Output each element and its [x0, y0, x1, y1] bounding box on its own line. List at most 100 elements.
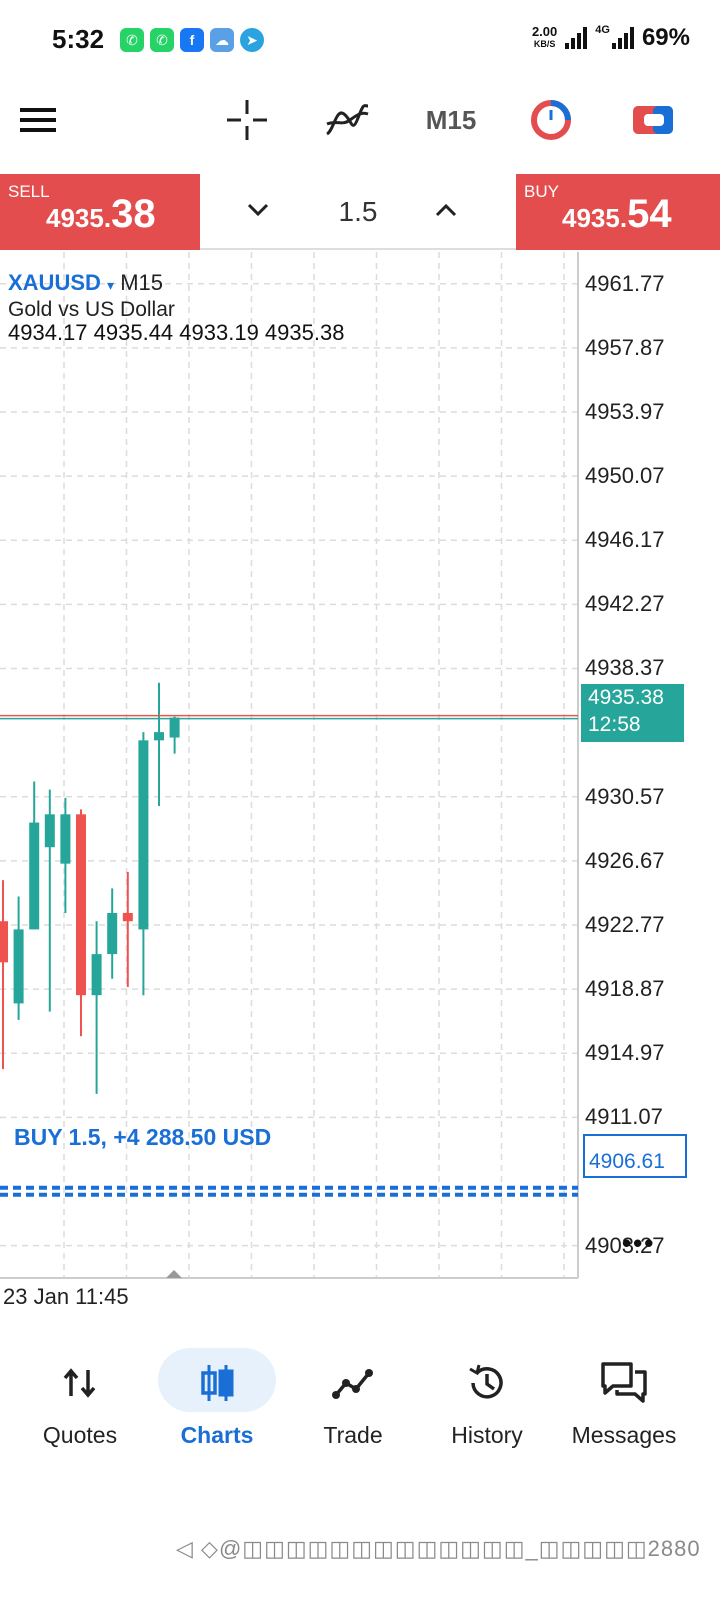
symbol-timeframe: M15 [120, 270, 163, 295]
bottom-navigation: Quotes Charts Trade History Messages [0, 1340, 720, 1480]
candle-body [13, 929, 24, 1004]
bar-countdown: 12:58 [588, 713, 641, 736]
menu-button[interactable] [14, 80, 64, 160]
symbol-description: Gold vs US Dollar [8, 298, 175, 321]
candle-body [60, 814, 71, 864]
position-price-tag: 4906.61 [583, 1134, 687, 1178]
volume-control: 1.5 [200, 174, 516, 250]
candle-body [76, 814, 86, 996]
chart-toolbar: M15 [0, 80, 720, 170]
nav-trade[interactable]: Trade [283, 1340, 423, 1470]
sell-price-big: 38 [111, 192, 156, 236]
indicator-icon [325, 104, 369, 136]
sell-price: 4935.38 [46, 192, 156, 237]
weather-icon: ☁ [210, 28, 234, 52]
clock-circle-icon [531, 100, 571, 140]
price-axis-label: 4914.97 [585, 1040, 665, 1066]
facebook-icon: f [180, 28, 204, 52]
symbol-dropdown-icon: ▾ [107, 277, 115, 293]
nav-trade-label: Trade [323, 1422, 383, 1448]
one-click-trade-bar: SELL 4935.38 1.5 BUY 4935.54 [0, 174, 720, 250]
price-axis-label: 4911.07 [585, 1104, 663, 1130]
buy-price-big: 54 [627, 192, 672, 236]
nav-messages[interactable]: Messages [554, 1340, 694, 1470]
price-chart[interactable] [0, 0, 580, 1280]
nav-charts[interactable]: Charts [147, 1340, 287, 1470]
chevron-down-icon [247, 203, 269, 217]
buy-button[interactable]: BUY 4935.54 [516, 174, 720, 250]
price-axis-label: 4946.17 [585, 527, 665, 553]
candles [0, 682, 180, 1094]
price-axis-label: 4953.97 [585, 398, 665, 424]
sell-label: SELL [8, 182, 50, 201]
price-axis-label: 4918.87 [585, 976, 665, 1002]
nav-quotes-label: Quotes [42, 1422, 118, 1448]
candle-body [154, 732, 164, 741]
price-axis-label: 4942.27 [585, 591, 665, 617]
charts-icon [147, 1354, 287, 1412]
candle-body [107, 912, 118, 955]
one-click-trading-button[interactable] [526, 80, 576, 160]
nav-quotes[interactable]: Quotes [10, 1340, 150, 1470]
toggle-icon [633, 106, 673, 134]
candle-body [29, 822, 40, 930]
price-axis-label: 4903.27 [585, 1232, 665, 1258]
notification-icons: ✆ ✆ f ☁ ➤ [120, 28, 264, 52]
volume-increase-button[interactable] [426, 190, 466, 230]
trade-panel-toggle[interactable] [628, 80, 678, 160]
crosshair-icon [227, 100, 267, 140]
sell-button[interactable]: SELL 4935.38 [0, 174, 200, 250]
nav-messages-label: Messages [571, 1422, 677, 1448]
trade-icon [283, 1354, 423, 1412]
price-axis-label: 4930.57 [585, 783, 665, 809]
signal-icon-2 [611, 27, 634, 49]
whatsapp-icon: ✆ [120, 28, 144, 52]
symbol-name: XAUUSD [8, 270, 101, 295]
nav-history-label: History [451, 1422, 523, 1448]
battery-percent: 69% [641, 24, 690, 51]
telegram-icon: ➤ [240, 28, 264, 52]
candle-body [169, 717, 180, 738]
chevron-up-icon [435, 203, 457, 217]
status-time: 5:32 [52, 24, 105, 54]
position-label[interactable]: BUY 1.5, +4 288.50 USD [14, 1124, 272, 1150]
chart-grid [0, 252, 579, 1279]
watermark-text: ◁ ◇@◫◫◫◫◫◫◫◫◫◫◫◫◫_◫◫◫◫◫2880 [176, 1536, 701, 1561]
signal-icon [565, 27, 588, 49]
price-axis-label: 4957.87 [585, 334, 665, 360]
price-axis-label: 4961.77 [585, 270, 665, 296]
more-options-button[interactable]: ••• [622, 1228, 656, 1258]
active-tab-indicator [158, 1348, 276, 1412]
candle-body [91, 954, 102, 996]
current-price: 4935.38 [588, 686, 664, 709]
symbol-header[interactable]: XAUUSD ▾ M15 [8, 270, 163, 296]
timeframe-button[interactable]: M15 [425, 104, 477, 135]
whatsapp-business-icon: ✆ [150, 28, 174, 52]
price-axis-label: 4950.07 [585, 463, 665, 489]
price-axis-label: 4938.37 [585, 655, 665, 681]
crosshair-button[interactable] [222, 80, 272, 160]
price-axis-label: 4926.67 [585, 847, 665, 873]
time-axis-label: 23 Jan 11:45 [3, 1284, 129, 1309]
messages-icon [554, 1354, 694, 1412]
quotes-icon [10, 1354, 150, 1412]
network-speed-value: 2.00 [531, 24, 558, 39]
volume-input[interactable]: 1.5 [338, 196, 378, 227]
candle-body [44, 814, 55, 848]
status-right: 2.00 KB/S 4G 69% [532, 24, 690, 52]
buy-price-main: 4935. [562, 203, 628, 233]
network-type: 4G [595, 24, 610, 36]
buy-label: BUY [524, 182, 559, 201]
nav-history[interactable]: History [417, 1340, 557, 1470]
nav-charts-label: Charts [180, 1422, 254, 1448]
volume-decrease-button[interactable] [238, 190, 278, 230]
candle-body [138, 740, 149, 930]
indicators-button[interactable] [322, 80, 372, 160]
ohlc-values: 4934.17 4935.44 4933.19 4935.38 [8, 320, 345, 345]
hamburger-icon [20, 108, 56, 132]
network-speed-unit: KB/S [533, 39, 556, 49]
buy-price: 4935.54 [562, 192, 672, 237]
price-lines [0, 714, 578, 1197]
status-bar: 5:32 ✆ ✆ f ☁ ➤ 2.00 KB/S 4G 69% [0, 0, 720, 80]
network-speed: 2.00 KB/S [531, 24, 558, 50]
